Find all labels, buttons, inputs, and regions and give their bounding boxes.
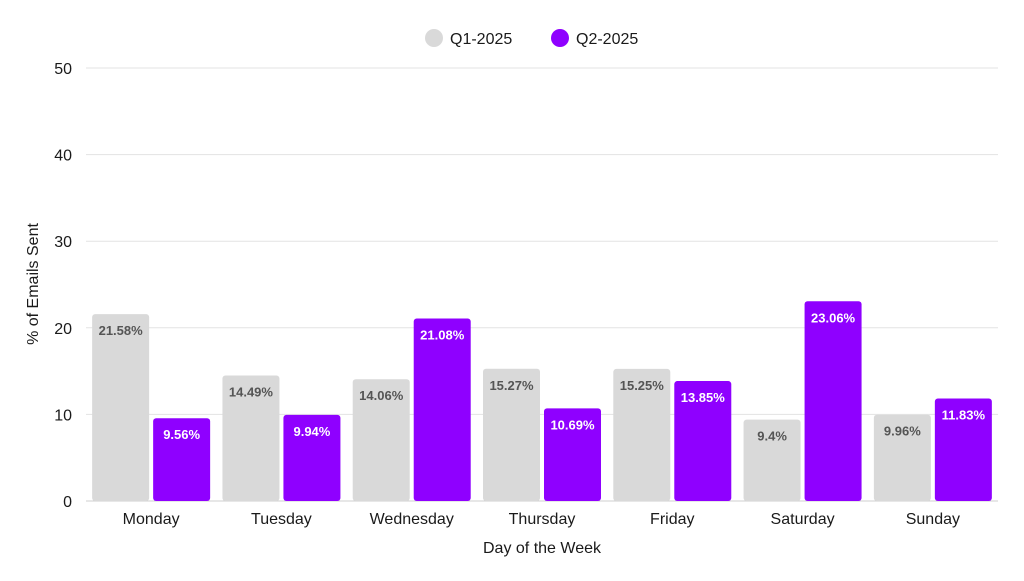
bar-q1-2025-thursday xyxy=(483,368,540,501)
y-tick-label: 30 xyxy=(54,234,72,251)
bar-value-label: 9.96% xyxy=(884,424,921,439)
x-tick-label: Saturday xyxy=(771,511,835,528)
bar-value-label: 9.94% xyxy=(293,424,330,439)
y-tick-label: 40 xyxy=(54,148,72,165)
y-tick-label: 20 xyxy=(54,321,72,338)
bar-value-label: 21.58% xyxy=(99,323,144,338)
legend-label: Q1-2025 xyxy=(450,31,512,48)
bar-q1-2025-sunday xyxy=(873,414,931,501)
bar-value-label: 10.69% xyxy=(550,417,595,432)
x-tick-label: Thursday xyxy=(509,511,576,528)
bar-value-label: 11.83% xyxy=(942,408,986,423)
legend-swatch xyxy=(425,29,443,47)
bar-q2-2025-friday xyxy=(674,381,732,501)
legend: Q1-2025 Q2-2025 xyxy=(425,29,638,48)
bar-q1-2025-saturday xyxy=(743,419,801,501)
bars: 21.58% 9.56% 14.49% 9.94% 14.06% 21.08% 15.27%… xyxy=(92,301,992,501)
bar-q1-2025-friday xyxy=(613,368,671,501)
x-axis-ticks: Monday Tuesday Wednesday Thursday Friday Satu… xyxy=(123,511,960,528)
bar-q2-2025-saturday xyxy=(804,301,862,501)
bar-q1-2025-tuesday xyxy=(222,375,280,501)
x-tick-label: Tuesday xyxy=(251,511,312,528)
bar-value-label: 15.25% xyxy=(620,378,665,393)
y-axis-ticks: 0 10 20 30 40 50 xyxy=(54,61,72,511)
bar-q2-2025-tuesday xyxy=(283,414,341,501)
bar-value-label: 9.4% xyxy=(757,429,787,444)
bar-q2-2025-monday xyxy=(153,418,211,501)
x-tick-label: Wednesday xyxy=(370,511,454,528)
bar-q2-2025-thursday xyxy=(544,408,601,501)
bar-value-label: 23.06% xyxy=(811,310,856,325)
bar-value-label: 14.06% xyxy=(359,388,404,403)
bar-value-label: 21.08% xyxy=(420,327,465,342)
x-axis-title: Day of the Week xyxy=(483,540,602,557)
bar-value-label: 15.27% xyxy=(489,378,534,393)
bar-value-label: 13.85% xyxy=(681,390,726,405)
bar-q2-2025-wednesday xyxy=(413,318,471,501)
y-tick-label: 0 xyxy=(63,494,72,511)
bar-q1-2025-monday xyxy=(92,314,150,501)
bar-value-label: 9.56% xyxy=(163,427,200,442)
legend-swatch xyxy=(551,29,569,47)
legend-label: Q2-2025 xyxy=(576,31,638,48)
x-tick-label: Monday xyxy=(123,511,180,528)
bar-q1-2025-wednesday xyxy=(352,379,410,501)
x-tick-label: Friday xyxy=(650,511,694,528)
x-tick-label: Sunday xyxy=(906,511,960,528)
y-axis-title: % of Emails Sent xyxy=(25,223,42,345)
bar-q2-2025-sunday xyxy=(934,398,992,501)
y-tick-label: 50 xyxy=(54,61,72,78)
y-tick-label: 10 xyxy=(54,407,72,424)
bar-value-label: 14.49% xyxy=(229,385,274,400)
